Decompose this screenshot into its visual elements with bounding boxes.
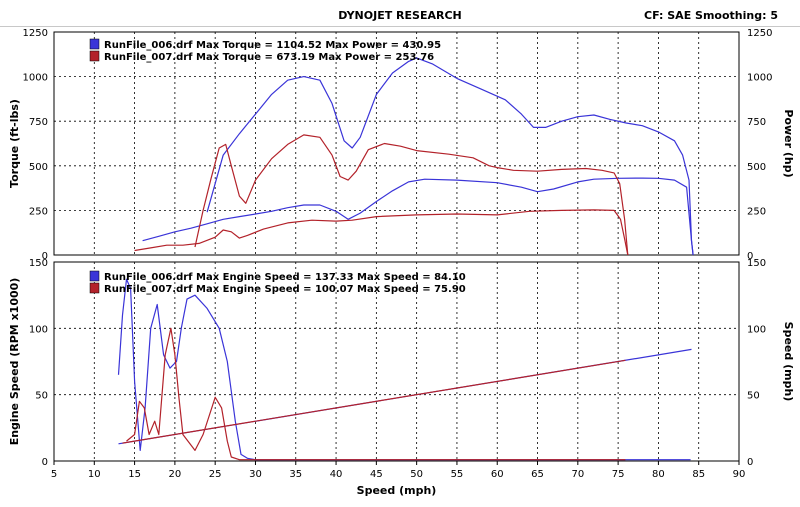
x-tick-label: 25: [209, 469, 222, 480]
top-series-line-2: [142, 177, 694, 256]
x-tick-label: 80: [652, 469, 665, 480]
bottom-y-tick-label: 0: [42, 457, 48, 468]
x-tick-label: 30: [249, 469, 262, 480]
top-y-tick-label: 1000: [23, 73, 48, 84]
cf-smoothing-label: CF: SAE Smoothing: 5: [644, 9, 778, 22]
top-y-tick-label: 500: [29, 162, 48, 173]
x-tick-label: 50: [410, 469, 423, 480]
top-y2-tick-label: 500: [747, 162, 766, 173]
x-tick-label: 90: [733, 469, 746, 480]
top-series-line-1: [206, 57, 694, 256]
top-series-line-3: [194, 134, 629, 256]
x-tick-label: 60: [491, 469, 504, 480]
bottom-legend-swatch: [89, 270, 100, 282]
bottom-legend-swatch: [89, 282, 100, 294]
top-legend-entry: RunFile_006.drf Max Torque = 1104.52 Max…: [104, 40, 441, 51]
top-y2-tick-label: 250: [747, 206, 766, 217]
x-tick-label: 55: [451, 469, 464, 480]
top-y2-tick-label: 750: [747, 117, 766, 128]
x-tick-label: 75: [612, 469, 625, 480]
x-tick-label: 35: [289, 469, 302, 480]
bottom-plot-frame: [53, 261, 740, 462]
top-y2-tick-label: 1250: [747, 28, 772, 39]
x-tick-label: 45: [370, 469, 383, 480]
bottom-y2-axis-title: Speed (mph): [782, 322, 795, 402]
x-tick-label: 65: [531, 469, 544, 480]
bottom-y2-tick-label: 100: [747, 324, 766, 335]
top-panel: 0 0 250 250 500 500 750 750 1000 1000 1250 1250 Torq…: [8, 28, 795, 262]
bottom-y-tick-label: 100: [29, 324, 48, 335]
bottom-y2-tick-label: 150: [747, 258, 766, 269]
top-series-line-4: [134, 209, 629, 256]
top-legend-swatch: [89, 38, 100, 50]
top-y-tick-label: 0: [42, 251, 48, 262]
bottom-panel: 0 0 50 50 100 100 150 150 5 10 15 20 25 30 35 40 45 50 55 6…: [8, 258, 795, 497]
top-y2-axis-title: Power (hp): [782, 109, 795, 177]
top-plot-frame: [53, 31, 740, 256]
x-tick-label: 40: [330, 469, 343, 480]
top-y2-tick-label: 1000: [747, 73, 772, 84]
top-legend-entry: RunFile_007.drf Max Torque = 673.19 Max …: [104, 52, 434, 63]
bottom-y-tick-label: 50: [35, 391, 48, 402]
bottom-series-line-2: [126, 327, 626, 461]
top-y-axis-title: Torque (ft-lbs): [8, 99, 21, 188]
top-y-tick-label: 250: [29, 206, 48, 217]
bottom-legend-entry: RunFile_006.drf Max Engine Speed = 137.3…: [104, 272, 466, 283]
x-tick-label: 15: [128, 469, 141, 480]
x-axis-title: Speed (mph): [357, 484, 437, 497]
top-y2-tick-label: 0: [747, 251, 753, 262]
top-legend-swatch: [89, 50, 100, 62]
top-y-tick-label: 1250: [23, 28, 48, 39]
bottom-y2-tick-label: 0: [747, 457, 753, 468]
app-title: DYNOJET RESEARCH: [338, 9, 462, 22]
x-tick-label: 20: [169, 469, 182, 480]
bottom-legend-entry: RunFile_007.drf Max Engine Speed = 100.0…: [104, 284, 466, 295]
x-tick-label: 70: [571, 469, 584, 480]
x-tick-label: 85: [692, 469, 705, 480]
bottom-series-line-4: [122, 359, 626, 444]
x-tick-label: 10: [88, 469, 101, 480]
x-tick-label: 5: [51, 469, 57, 480]
bottom-y-tick-label: 150: [29, 258, 48, 269]
bottom-y-axis-title: Engine Speed (RPM x1000): [8, 278, 21, 446]
title-bar: DYNOJET RESEARCH CF: SAE Smoothing: 5: [0, 0, 800, 27]
bottom-y2-tick-label: 50: [747, 391, 760, 402]
top-y-tick-label: 750: [29, 117, 48, 128]
